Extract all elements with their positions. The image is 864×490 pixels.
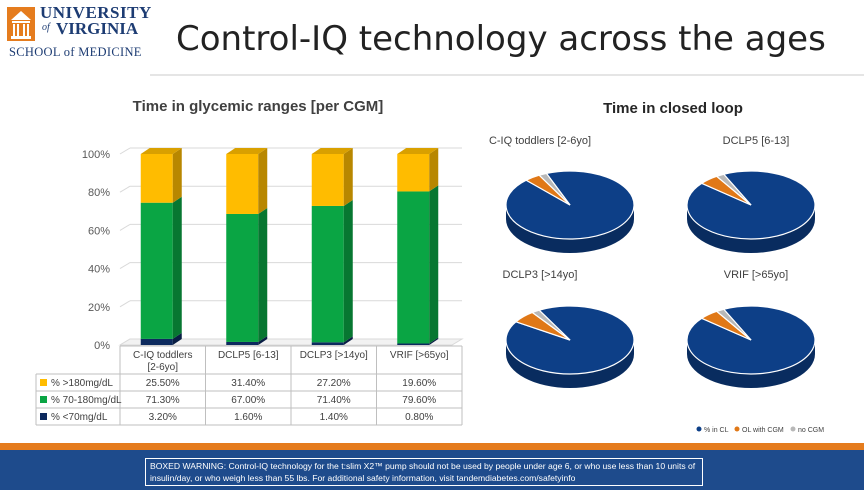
legend-marker [734,426,740,432]
data-value: 67.00% [231,395,265,406]
data-value: 1.40% [320,412,348,423]
pie-side [506,340,634,388]
data-value: 3.20% [149,412,177,423]
category-label: VRIF [>65yo] [390,350,449,361]
bar-segment [311,205,344,343]
pie-title: DCLP5 [6-13] [723,135,790,147]
data-value: 71.30% [146,395,180,406]
bar-segment-side [172,148,182,203]
bar-segment [226,213,259,342]
bar-segment [140,338,173,345]
pie-title: DCLP3 [>14yo] [503,269,578,281]
series-label: % 70-180mg/dL [51,395,122,406]
bar-segment [311,342,344,345]
pie-slice [531,309,571,341]
pie-title: VRIF [>65yo] [724,269,789,281]
boxed-warning: BOXED WARNING: Control-IQ technology for… [145,458,703,486]
bar-segment [226,341,259,345]
bar-segment-side [172,332,182,345]
bar-segment-side [258,207,268,342]
pie-slice [715,173,752,206]
bar-segment-top [140,148,182,154]
legend-swatch [40,379,47,386]
bar-segment-side [343,336,353,345]
gridline-depth [119,147,131,155]
bar-segment [397,343,430,345]
pie-side [506,205,634,253]
y-tick-label: 80% [88,187,110,199]
data-value: 0.80% [405,412,433,423]
legend-marker [696,426,702,432]
bar-segment-side [343,199,353,343]
glycemic-range-chart: Time in glycemic ranges [per CGM] 0% 20% 40… [35,98,464,426]
category-label: DCLP3 [>14yo] [300,350,368,361]
data-value: 79.60% [402,395,436,406]
gridline-depth [119,262,131,270]
data-value: 19.60% [402,378,436,389]
logo-of: of [42,22,50,33]
bar-segment-side [429,337,439,345]
closed-loop-chart: Time in closed loop C-IQ toddlers [2-6yo]… [489,100,824,434]
y-tick-label: 40% [88,264,110,276]
bar-segment-side [258,148,268,214]
logo-school-of-medicine: SCHOOL of MEDICINE [9,45,142,59]
category-label: DCLP5 [6-13] [218,350,279,361]
title-divider [150,74,864,76]
series-label: % <70mg/dL [51,412,108,423]
pie: C-IQ toddlers [2-6yo] [489,135,635,253]
pie-title: C-IQ toddlers [2-6yo] [489,135,591,147]
bar-segment-top [397,148,439,154]
gridline-depth [119,223,131,231]
legend-swatch [40,413,47,420]
bar-segment [140,202,173,339]
pie-slice [715,308,752,341]
y-tick-label: 60% [88,225,110,237]
footer-bar [0,450,864,490]
y-tick-label: 0% [94,340,110,352]
pie-side [687,205,815,253]
pie: DCLP5 [6-13] [686,135,816,253]
bar-segment-side [429,185,439,344]
bar-segment [397,154,430,192]
bar-segment-side [172,196,182,339]
pie: VRIF [>65yo] [686,269,816,388]
slide-title: Control-IQ technology across the ages [176,19,826,59]
gridline-depth [119,300,131,308]
university-logo: UNIVERSITY of VIRGINIA SCHOOL of MEDICIN… [6,4,151,59]
bar-segment-side [258,335,268,345]
bar-segment [397,191,430,344]
data-table: C-IQ toddlers [2-6yo] DCLP5 [6-13] DCLP3 [>… [35,345,463,426]
pie-slice [538,172,571,206]
legend-swatch [40,396,47,403]
footer-accent-bar [0,443,864,450]
category-label: C-IQ toddlers [2-6yo] [133,350,192,373]
data-value: 31.40% [231,378,265,389]
legend-label: OL with CGM [742,427,784,434]
legend-label: % in CL [704,427,729,434]
data-value: 1.60% [234,412,262,423]
bar-segment-side [343,148,353,206]
bar-segment-top [311,148,353,154]
data-value: 25.50% [146,378,180,389]
bar-segment-top [226,148,268,154]
pie-chart-title: Time in closed loop [603,100,743,117]
pie: DCLP3 [>14yo] [503,269,635,388]
legend-label: no CGM [798,427,824,434]
series-label: % >180mg/dL [51,378,113,389]
rotunda-icon [7,7,35,41]
bar-segment-side [429,148,439,192]
logo-virginia: VIRGINIA [56,19,139,38]
logo-university: UNIVERSITY [40,3,152,22]
bar-segment [140,154,173,203]
chart-title: Time in glycemic ranges [per CGM] [133,98,384,115]
pie-side [687,340,815,388]
legend-marker [790,426,796,432]
gridline-depth [119,185,131,193]
y-tick-label: 20% [88,302,110,314]
bar-segment [311,154,344,206]
y-tick-label: 100% [82,149,110,161]
data-value: 71.40% [317,395,351,406]
data-value: 27.20% [317,378,351,389]
bar-segment [226,154,259,214]
